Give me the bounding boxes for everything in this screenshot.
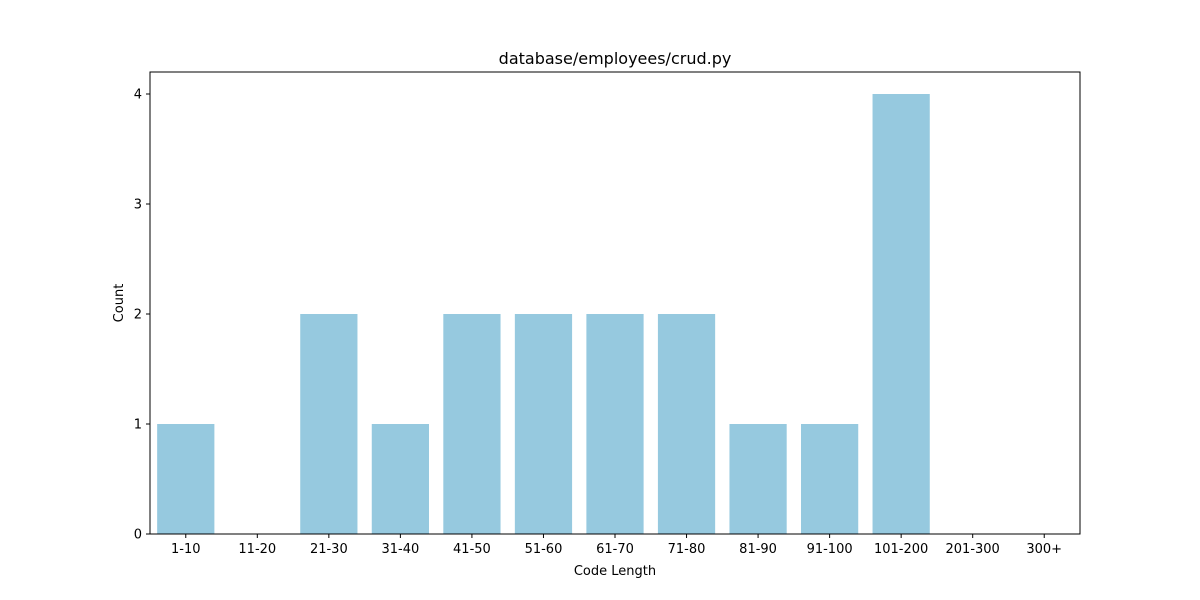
x-tick-label: 101-200 xyxy=(874,542,928,557)
bar-51-60 xyxy=(514,314,573,534)
y-tick-label: 1 xyxy=(134,418,142,433)
bar-41-50 xyxy=(443,314,501,534)
x-tick-label: 31-40 xyxy=(381,542,419,557)
bar-31-40 xyxy=(371,424,429,534)
x-tick-label: 61-70 xyxy=(596,542,634,557)
bar-101-200 xyxy=(872,94,930,534)
x-tick-label: 21-30 xyxy=(310,542,348,557)
x-tick-label: 81-90 xyxy=(739,542,777,557)
y-tick-label: 3 xyxy=(134,198,142,213)
y-axis-ticks: 0 1 2 3 4 xyxy=(134,88,150,543)
x-tick-label: 41-50 xyxy=(453,542,491,557)
x-tick-label: 201-300 xyxy=(946,542,1000,557)
x-tick-label: 11-20 xyxy=(238,542,276,557)
bar-1-10 xyxy=(157,424,215,534)
x-tick-label: 51-60 xyxy=(525,542,563,557)
x-tick-label: 91-100 xyxy=(807,542,853,557)
x-tick-label: 71-80 xyxy=(668,542,706,557)
plot-frame xyxy=(149,71,1081,535)
x-tick-label: 300+ xyxy=(1026,542,1062,557)
y-tick-label: 2 xyxy=(134,308,142,323)
chart-title: database/employees/crud.py xyxy=(499,49,732,68)
x-tick-label: 1-10 xyxy=(171,542,201,557)
x-axis-ticks: 1-10 11-20 21-30 31-40 41-50 51-60 61-70 71-80 8… xyxy=(171,534,1062,557)
bar-91-100 xyxy=(801,424,859,534)
y-axis-label: Count xyxy=(112,284,127,323)
y-tick-label: 4 xyxy=(134,88,142,103)
bars-group xyxy=(157,94,930,534)
y-tick-label: 0 xyxy=(134,528,142,543)
x-axis-label: Code Length xyxy=(574,564,656,579)
bar-61-70 xyxy=(586,314,644,534)
bar-71-80 xyxy=(657,314,716,534)
bar-21-30 xyxy=(300,314,358,534)
bar-81-90 xyxy=(729,424,787,534)
